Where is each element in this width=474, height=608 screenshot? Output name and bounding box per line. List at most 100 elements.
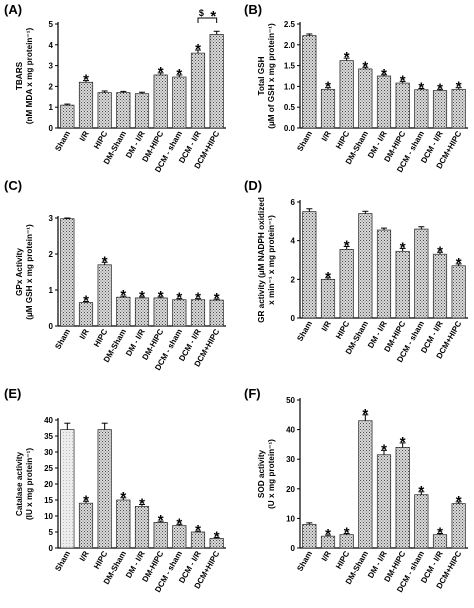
category-label: Sham <box>53 328 72 351</box>
bar <box>60 429 75 549</box>
y-tick-label: 20 <box>286 485 295 494</box>
significance-star: * <box>381 441 387 458</box>
y-tick-label: 4 <box>49 41 54 50</box>
bar <box>358 68 373 129</box>
significance-star: * <box>456 493 462 510</box>
bar <box>339 60 354 129</box>
bar <box>302 35 317 129</box>
y-axis-label: SOD activity <box>257 449 266 498</box>
y-tick-label: 2 <box>49 82 54 91</box>
bar <box>302 523 317 549</box>
bar <box>209 34 224 129</box>
significance-star: * <box>344 237 350 254</box>
y-tick-label: 0 <box>291 544 296 553</box>
bar <box>190 52 206 129</box>
y-axis-label: (µM of GSH x mg protein⁻¹) <box>267 23 276 129</box>
panel-letter: (F) <box>244 386 261 401</box>
category-label: I/R <box>320 549 333 563</box>
significance-star: * <box>214 528 220 545</box>
y-tick-label: 35 <box>44 432 53 441</box>
category-label: HIPC <box>334 129 351 150</box>
y-tick-label: 10 <box>44 512 53 521</box>
category-label: HIPC <box>334 549 351 570</box>
significance-star: * <box>139 288 145 305</box>
bar <box>395 250 410 319</box>
significance-star: * <box>83 293 89 310</box>
y-tick-label: 5 <box>49 20 54 29</box>
y-tick-label: 10 <box>286 514 295 523</box>
category-label: HIPC <box>92 549 109 570</box>
category-label: HIPC <box>92 129 109 150</box>
panel-letter: (D) <box>244 178 262 193</box>
significance-star: * <box>418 483 424 500</box>
y-tick-label: 0 <box>49 322 54 331</box>
bar <box>97 429 112 549</box>
y-tick-label: 40 <box>286 426 295 435</box>
panel-letter: (E) <box>4 386 21 401</box>
y-tick-label: 1.5 <box>284 62 296 71</box>
y-tick-label: 0 <box>291 314 296 323</box>
panel-c: (C) GPx Activity (µM GSH x mg protein⁻¹) 0 1… <box>4 178 226 372</box>
significance-star: * <box>120 287 126 304</box>
category-label: I/R <box>78 327 91 341</box>
bar <box>432 253 448 319</box>
y-tick-label: 25 <box>44 464 53 473</box>
panel-f: (F) SOD activity (U x mg protein⁻¹) 0 10 20 30… <box>244 386 468 594</box>
y-tick-label: 40 <box>44 416 53 425</box>
panel-b: (B) Total GSH (µM of GSH x mg protein⁻¹) 0.… <box>244 2 468 174</box>
bar <box>97 92 112 129</box>
bar <box>116 499 131 549</box>
bar <box>60 218 75 327</box>
category-label: I/R <box>78 129 91 143</box>
significance-star: * <box>83 72 89 89</box>
y-axis-label: Total GSH <box>257 56 266 95</box>
y-tick-label: 2 <box>49 250 54 259</box>
panel-letter: (B) <box>244 2 262 17</box>
significance-star: * <box>325 526 331 543</box>
category-label: I/R <box>78 549 91 563</box>
category-label: I/R <box>320 319 333 333</box>
y-axis-label: Catalase activity <box>15 451 24 516</box>
significance-star: * <box>83 492 89 509</box>
y-tick-label: 2.5 <box>284 20 296 29</box>
significance-star: * <box>158 288 164 305</box>
category-label: HIPC <box>334 319 351 340</box>
bar <box>451 503 466 549</box>
significance-star: * <box>139 495 145 512</box>
y-axis-label: (U x mg protein⁻¹) <box>267 439 276 509</box>
y-tick-label: 0.5 <box>284 103 296 112</box>
y-axis-label: GR activity (µM NADPH oxidized <box>257 197 266 323</box>
bar <box>134 93 150 129</box>
panel-d: (D) GR activity (µM NADPH oxidized x min⁻¹… <box>244 178 468 364</box>
category-label: Sham <box>53 550 72 573</box>
y-tick-label: 30 <box>44 448 53 457</box>
y-axis-label: x min⁻¹ x mg protein⁻¹) <box>267 215 276 305</box>
significance-star: * <box>437 80 443 97</box>
bar <box>376 229 392 319</box>
significance-star: * <box>214 290 220 307</box>
panel-letter: (A) <box>4 2 22 17</box>
significance-star: * <box>381 66 387 83</box>
bar <box>358 420 373 549</box>
y-axis-label: (µM GSH x mg protein⁻¹) <box>25 224 34 320</box>
significance-star: * <box>120 489 126 506</box>
significance-star: * <box>400 239 406 256</box>
significance-star: * <box>195 290 201 307</box>
significance-star: * <box>362 58 368 75</box>
y-tick-label: 1 <box>49 286 54 295</box>
bar <box>339 249 354 319</box>
significance-star: * <box>437 243 443 260</box>
y-tick-label: 5 <box>49 528 54 537</box>
bar <box>414 494 429 549</box>
significance-star: * <box>195 522 201 539</box>
panel-e: (E) Catalase activity (IU x mg protein⁻¹) 0… <box>4 386 226 594</box>
significance-star: * <box>400 434 406 451</box>
bar <box>395 82 410 129</box>
bar <box>451 265 466 319</box>
comparison-bracket <box>197 17 218 23</box>
significance-star: * <box>456 255 462 272</box>
y-axis-label: (nM MDA x mg protein⁻¹) <box>25 28 34 125</box>
bar <box>78 502 94 549</box>
